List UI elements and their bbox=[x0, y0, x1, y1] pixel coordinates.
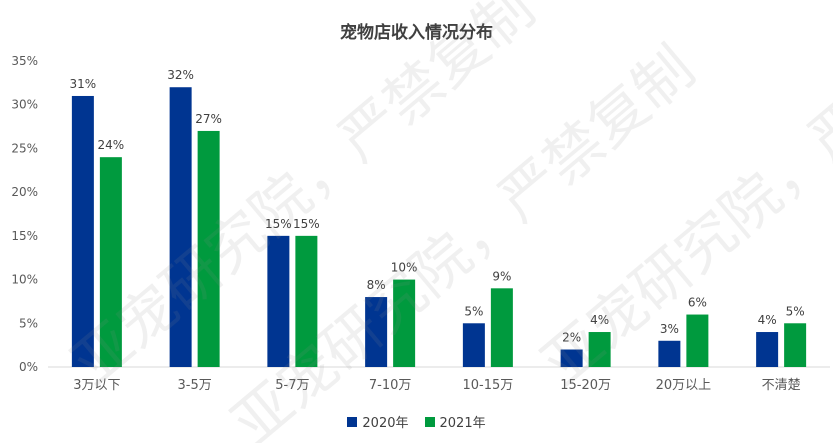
x-tick-label: 20万以上 bbox=[656, 378, 712, 393]
y-tick-label: 30% bbox=[11, 98, 38, 112]
legend-label-2020: 2020年 bbox=[362, 416, 409, 431]
data-label: 31% bbox=[70, 77, 97, 91]
data-label: 4% bbox=[758, 313, 777, 327]
bar-2021[interactable] bbox=[784, 323, 807, 367]
legend-item-2020[interactable]: 2020年 bbox=[347, 412, 409, 431]
y-tick-label: 35% bbox=[11, 54, 38, 68]
bar-2021[interactable] bbox=[686, 314, 709, 367]
bar-2020[interactable] bbox=[462, 323, 485, 367]
x-tick-label: 3-5万 bbox=[178, 378, 212, 393]
data-label: 9% bbox=[492, 269, 511, 283]
data-label: 6% bbox=[688, 296, 707, 310]
data-label: 10% bbox=[391, 261, 418, 275]
data-label: 5% bbox=[464, 304, 483, 318]
data-label: 2% bbox=[562, 331, 581, 345]
bar-2021[interactable] bbox=[588, 332, 611, 367]
x-tick-label: 5-7万 bbox=[275, 378, 309, 393]
y-tick-label: 20% bbox=[11, 185, 38, 199]
bar-2020[interactable] bbox=[169, 87, 192, 367]
x-tick-label: 3万以下 bbox=[73, 378, 120, 393]
bar-2021[interactable] bbox=[393, 279, 416, 367]
data-label: 5% bbox=[786, 304, 805, 318]
legend-swatch-2020 bbox=[347, 416, 358, 427]
data-label: 32% bbox=[167, 68, 194, 82]
x-tick-label: 10-15万 bbox=[462, 378, 513, 393]
data-label: 3% bbox=[660, 322, 679, 336]
x-tick-label: 7-10万 bbox=[369, 378, 412, 393]
data-label: 15% bbox=[265, 217, 292, 231]
y-tick-label: 5% bbox=[19, 316, 38, 330]
bar-2020[interactable] bbox=[756, 332, 779, 367]
x-tick-label: 15-20万 bbox=[560, 378, 611, 393]
chart-legend: 2020年 2021年 bbox=[0, 412, 833, 431]
data-label: 8% bbox=[367, 278, 386, 292]
bar-2020[interactable] bbox=[71, 95, 94, 367]
bar-2020[interactable] bbox=[658, 340, 681, 367]
bar-2020[interactable] bbox=[365, 297, 388, 367]
bar-2020[interactable] bbox=[267, 235, 290, 367]
data-label: 15% bbox=[293, 217, 320, 231]
data-label: 24% bbox=[98, 138, 125, 152]
bar-2021[interactable] bbox=[99, 157, 122, 367]
bar-2021[interactable] bbox=[490, 288, 513, 367]
y-tick-label: 0% bbox=[19, 360, 38, 374]
chart-title: 宠物店收入情况分布 bbox=[340, 23, 493, 43]
bar-2021[interactable] bbox=[295, 235, 318, 367]
y-tick-label: 10% bbox=[11, 273, 38, 287]
data-label: 4% bbox=[590, 313, 609, 327]
y-tick-label: 25% bbox=[11, 141, 38, 155]
data-label: 27% bbox=[195, 112, 222, 126]
legend-swatch-2021 bbox=[424, 416, 435, 427]
legend-label-2021: 2021年 bbox=[439, 416, 486, 431]
legend-item-2021[interactable]: 2021年 bbox=[424, 412, 486, 431]
bar-2020[interactable] bbox=[560, 349, 583, 367]
bar-2021[interactable] bbox=[197, 130, 220, 367]
y-tick-label: 15% bbox=[11, 229, 38, 243]
x-tick-label: 不清楚 bbox=[762, 378, 801, 393]
